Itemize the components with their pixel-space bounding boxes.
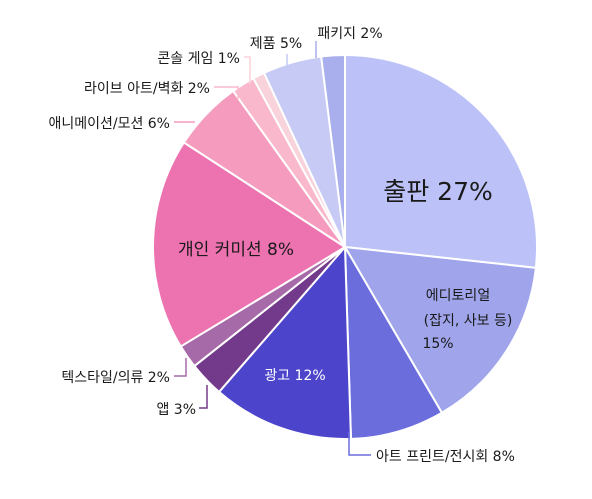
pie-slices [152,53,538,440]
leader-lines [174,41,371,456]
leader-live-art [214,86,239,99]
leader-app [199,385,208,409]
label-package: 패키지 2% [317,26,382,42]
leader-art-print [348,432,371,456]
label-product: 제품 5% [250,36,302,52]
pie-slice-0 [344,53,538,269]
label-art-print: 아트 프린트/전시회 8% [376,449,515,465]
label-commission: 개인 커미션 8% [178,240,294,260]
leader-textile [174,358,187,377]
label-textile: 텍스타일/의류 2% [61,370,170,386]
pie-slice-1 [343,245,537,415]
pie-slice-11 [320,53,346,248]
label-live-art: 라이브 아트/벽화 2% [84,81,210,97]
pie-slice-6 [152,141,347,348]
label-animation: 애니메이션/모션 6% [48,116,170,132]
label-advertising: 광고 12% [264,368,325,384]
label-console-game: 콘솔 게임 1% [157,51,240,67]
leader-console [244,56,251,84]
label-app: 앱 3% [156,402,196,418]
label-publishing: 출판 27% [383,177,493,206]
pie-slice-3 [217,244,353,440]
label-editorial-line1: 에디토리얼 [426,288,490,304]
pie-slice-2 [344,246,444,440]
label-editorial-line2: (잡지, 사보 등) [424,313,513,329]
label-editorial-line3: 15% [422,336,453,352]
